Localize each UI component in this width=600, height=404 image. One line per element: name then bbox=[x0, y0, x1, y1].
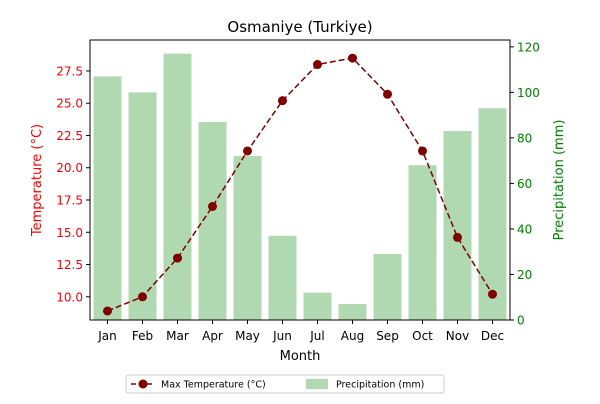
x-tick-label: Feb bbox=[132, 329, 153, 343]
precipitation-bar-jun bbox=[268, 235, 297, 320]
right-axis-label: Precipitation (mm) bbox=[552, 120, 567, 241]
x-tick-label: Sep bbox=[376, 329, 399, 343]
left-tick-label: 15.0 bbox=[56, 226, 83, 240]
precipitation-bar-may bbox=[233, 156, 262, 320]
temperature-line-path bbox=[107, 57, 494, 312]
x-tick-label: Aug bbox=[341, 329, 364, 343]
temperature-point-jul bbox=[313, 60, 322, 70]
temperature-point-may bbox=[243, 146, 252, 156]
x-tick-label: Jan bbox=[97, 329, 117, 343]
left-y-axis: 10.0 12.5 15.0 17.5 20.0 22.5 25.0 27.5 bbox=[56, 64, 90, 304]
temperature-point-nov bbox=[453, 232, 462, 242]
x-tick-label: Mar bbox=[166, 329, 189, 343]
x-tick-label: Jul bbox=[309, 329, 324, 343]
precipitation-bar-feb bbox=[128, 92, 157, 320]
precipitation-bar-aug bbox=[338, 304, 367, 320]
left-tick-label: 17.5 bbox=[56, 194, 83, 208]
legend-bar-swatch bbox=[306, 379, 328, 389]
chart-title: Osmaniye (Turkiye) bbox=[227, 18, 372, 36]
x-tick-label: May bbox=[235, 329, 260, 343]
temperature-line bbox=[103, 53, 497, 316]
right-tick-label: 80 bbox=[517, 131, 532, 145]
temperature-point-jun bbox=[278, 96, 287, 106]
chart-legend: Max Temperature (°C) Precipitation (mm) bbox=[125, 374, 445, 394]
legend-frame bbox=[125, 374, 445, 394]
right-tick-label: 120 bbox=[517, 40, 540, 54]
legend-marker-swatch bbox=[138, 379, 148, 389]
precipitation-bar-jan bbox=[93, 76, 122, 321]
temperature-point-feb bbox=[138, 292, 147, 302]
right-tick-label: 40 bbox=[517, 222, 532, 236]
left-tick-label: 10.0 bbox=[56, 290, 83, 304]
x-tick-label: Dec bbox=[481, 329, 504, 343]
temperature-point-apr bbox=[208, 201, 217, 211]
legend-label-precipitation: Precipitation (mm) bbox=[336, 380, 424, 391]
precipitation-bar-apr bbox=[198, 121, 227, 320]
temperature-point-oct bbox=[418, 146, 427, 156]
x-tick-label: Nov bbox=[446, 329, 469, 343]
left-tick-label: 20.0 bbox=[56, 161, 83, 175]
x-axis-label: Month bbox=[280, 349, 321, 364]
left-tick-label: 22.5 bbox=[56, 129, 83, 143]
x-axis: Jan Feb Mar Apr May Jun Jul Aug Sep Oct Nov Dec bbox=[97, 320, 504, 343]
x-tick-label: Jun bbox=[272, 329, 292, 343]
precipitation-bar-sep bbox=[373, 253, 402, 320]
right-tick-label: 100 bbox=[517, 86, 540, 100]
precipitation-bar-jul bbox=[303, 292, 332, 320]
right-y-axis: 0 20 40 60 80 100 120 bbox=[510, 40, 540, 328]
temperature-point-mar bbox=[173, 253, 182, 263]
precipitation-bar-oct bbox=[408, 165, 437, 320]
right-tick-label: 20 bbox=[517, 268, 532, 282]
right-tick-label: 60 bbox=[517, 177, 532, 191]
temperature-point-aug bbox=[348, 53, 357, 63]
right-tick-label: 0 bbox=[517, 314, 525, 328]
precipitation-bars bbox=[93, 53, 507, 321]
precipitation-bar-dec bbox=[478, 108, 507, 320]
legend-label-temperature: Max Temperature (°C) bbox=[161, 380, 266, 391]
temperature-point-dec bbox=[488, 289, 497, 299]
plot-area-frame bbox=[89, 39, 511, 321]
temperature-point-jan bbox=[103, 306, 112, 316]
left-tick-label: 25.0 bbox=[56, 97, 83, 111]
x-tick-label: Oct bbox=[412, 329, 433, 343]
precipitation-bar-nov bbox=[443, 131, 472, 320]
precipitation-bar-mar bbox=[163, 53, 192, 320]
left-tick-label: 27.5 bbox=[56, 64, 83, 78]
left-axis-label: Temperature (°C) bbox=[30, 124, 45, 237]
temperature-point-sep bbox=[383, 89, 392, 99]
left-tick-label: 12.5 bbox=[56, 258, 83, 272]
x-tick-label: Apr bbox=[202, 329, 223, 343]
